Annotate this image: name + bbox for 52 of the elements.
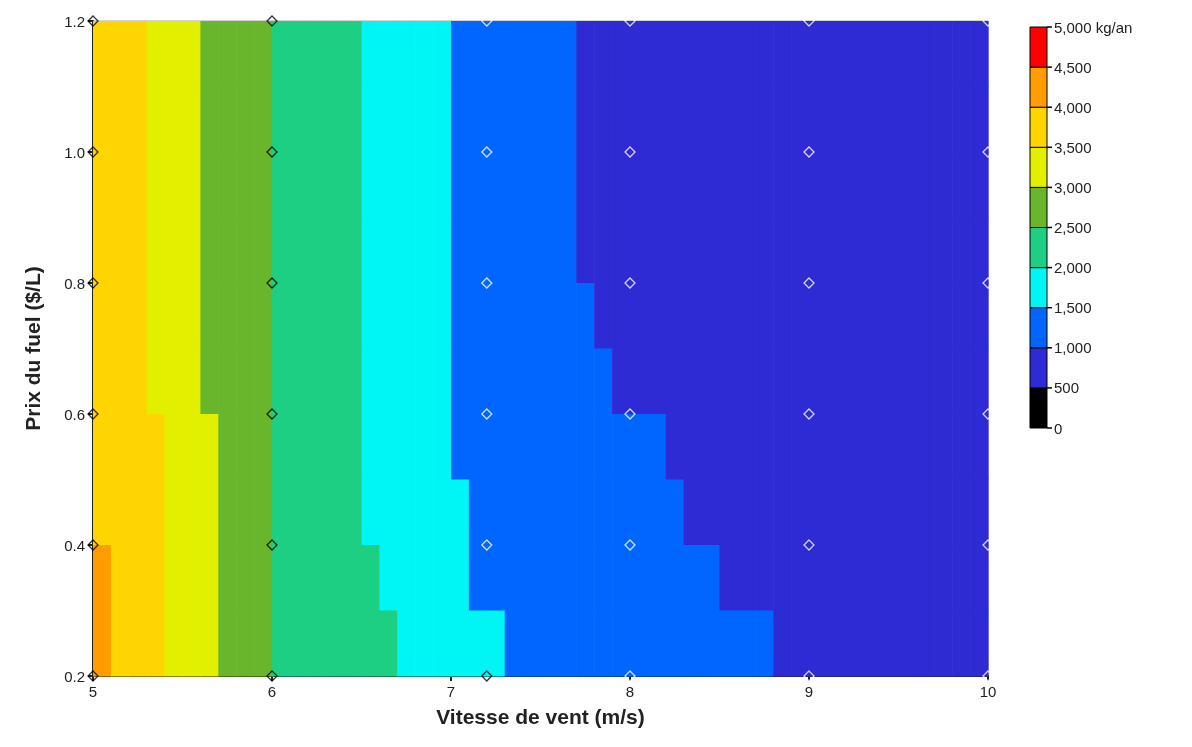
x-axis-title: Vitesse de vent (m/s) bbox=[436, 705, 645, 728]
point bbox=[266, 670, 278, 682]
point bbox=[266, 277, 278, 289]
x-tick-label: 9 bbox=[804, 683, 814, 700]
point bbox=[266, 15, 278, 27]
color-bar-label: 500 bbox=[1054, 379, 1080, 397]
y-tick-label: 1.0 bbox=[64, 143, 85, 161]
x-tick-label: 7 bbox=[446, 683, 456, 700]
point bbox=[266, 408, 278, 420]
point bbox=[624, 277, 636, 289]
point bbox=[624, 408, 636, 420]
point bbox=[803, 277, 815, 289]
y-tick-label: 1.2 bbox=[64, 12, 85, 30]
color-bar-label: 3,000 bbox=[1054, 178, 1092, 196]
point bbox=[87, 408, 99, 420]
point bbox=[624, 670, 636, 682]
point bbox=[87, 670, 99, 682]
point bbox=[803, 146, 815, 158]
x-tick-label: 5 bbox=[88, 683, 98, 700]
point bbox=[624, 146, 636, 158]
y-axis-title: Prix du fuel ($/L) bbox=[21, 266, 44, 431]
point bbox=[624, 539, 636, 551]
color-bar-label: 4,500 bbox=[1054, 58, 1092, 76]
point bbox=[803, 670, 815, 682]
color-bar-label: 1,000 bbox=[1054, 339, 1092, 357]
x-tick-label: 8 bbox=[625, 683, 635, 700]
color-bar-label: 3,500 bbox=[1054, 138, 1092, 156]
color-bar-label: 5,000 kg/an bbox=[1054, 18, 1133, 36]
point bbox=[87, 15, 99, 27]
x-tick-label: 6 bbox=[267, 683, 277, 700]
y-tick-label: 0.2 bbox=[64, 667, 85, 685]
point bbox=[87, 146, 99, 158]
point bbox=[481, 277, 493, 289]
y-tick-label: 0.4 bbox=[64, 536, 85, 554]
y-tick-label: 0.8 bbox=[64, 274, 85, 292]
point bbox=[266, 539, 278, 551]
color-bar-label: 0 bbox=[1054, 419, 1063, 437]
color-bar-label: 2,500 bbox=[1054, 219, 1092, 236]
point bbox=[266, 146, 278, 158]
point bbox=[481, 408, 493, 420]
color-bar-label: 1,500 bbox=[1054, 299, 1092, 317]
x-tick-label: 10 bbox=[979, 683, 997, 700]
point bbox=[87, 277, 99, 289]
point bbox=[803, 408, 815, 420]
point bbox=[803, 539, 815, 551]
color-bar-label: 4,000 bbox=[1054, 98, 1092, 116]
color-bar-label: 2,000 bbox=[1054, 259, 1092, 277]
point bbox=[87, 539, 99, 551]
point bbox=[481, 146, 493, 158]
point bbox=[481, 539, 493, 551]
point bbox=[481, 670, 493, 682]
y-tick-label: 0.6 bbox=[64, 405, 85, 423]
